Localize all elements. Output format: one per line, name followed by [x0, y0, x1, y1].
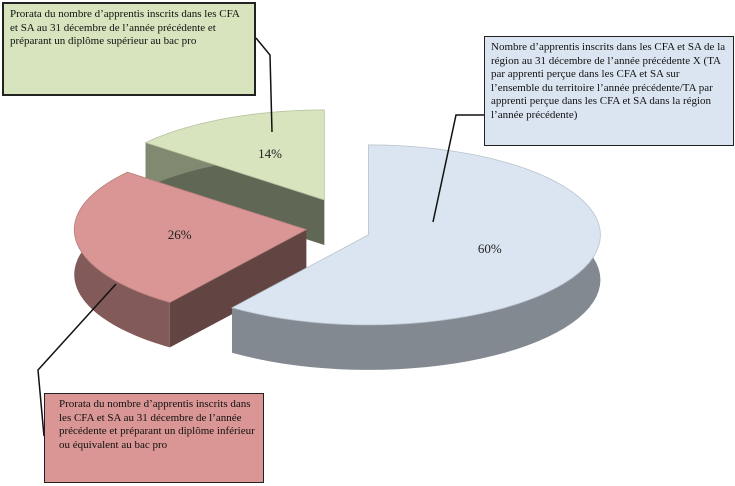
callout: Prorata du nombre d’apprentis inscrits d… — [44, 393, 264, 483]
callout: Nombre d’apprentis inscrits dans les CFA… — [484, 36, 734, 146]
value-label: 26% — [168, 227, 192, 242]
slice — [144, 109, 325, 201]
slice-group — [144, 109, 325, 245]
slice-group — [73, 171, 308, 348]
value-labels: 14% 26% 60% — [168, 146, 502, 256]
slice-group — [230, 144, 601, 370]
leader-line — [37, 283, 117, 437]
leader-line — [255, 37, 273, 133]
value-label: 60% — [478, 241, 502, 256]
leader-line — [432, 114, 484, 223]
value-label: 14% — [258, 146, 282, 161]
callout: Prorata du nombre d’apprentis inscrits d… — [2, 2, 256, 96]
slice — [73, 171, 308, 303]
slice — [230, 144, 601, 326]
slices — [73, 109, 601, 370]
